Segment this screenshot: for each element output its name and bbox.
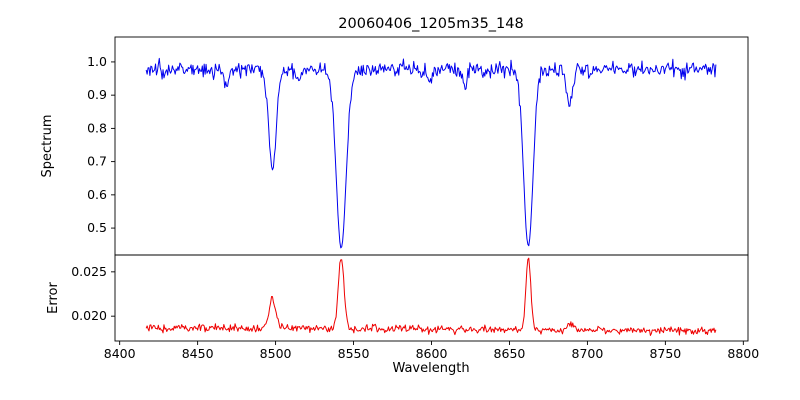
x-tick-label: 8450	[182, 346, 214, 361]
wavelength-axis-label: Wavelength	[392, 361, 469, 376]
x-tick-label: 8600	[416, 346, 448, 361]
y-tick-label: 0.020	[71, 308, 107, 323]
error-axis-label: Error	[46, 282, 61, 314]
x-tick-label: 8750	[649, 346, 681, 361]
error-line	[145, 257, 717, 336]
spectrum-panel-frame	[114, 36, 749, 256]
y-tick-label: 0.6	[87, 187, 107, 202]
x-tick-label: 8500	[260, 346, 292, 361]
error-panel-frame	[114, 254, 749, 342]
spectrum-line	[145, 57, 717, 249]
plot-area: 0.5 0.6 0.7 0.8 0.9 1.0 0.020 0.025 8400 8450 8500…	[71, 36, 759, 361]
x-tick-label: 8800	[727, 346, 759, 361]
y-tick-label: 0.9	[87, 87, 107, 102]
y-tick-label: 0.025	[71, 264, 107, 279]
x-tick-label: 8400	[104, 346, 136, 361]
spectrum-axis-label: Spectrum	[40, 115, 55, 178]
x-tick-label: 8700	[572, 346, 604, 361]
chart-title: 20060406_1205m35_148	[338, 16, 523, 32]
y-tick-label: 0.5	[87, 220, 107, 235]
y-tick-label: 0.8	[87, 120, 107, 135]
y-tick-label: 0.7	[87, 154, 107, 169]
x-tick-label: 8650	[494, 346, 526, 361]
x-tick-label: 8550	[338, 346, 370, 361]
y-tick-label: 1.0	[87, 54, 107, 69]
